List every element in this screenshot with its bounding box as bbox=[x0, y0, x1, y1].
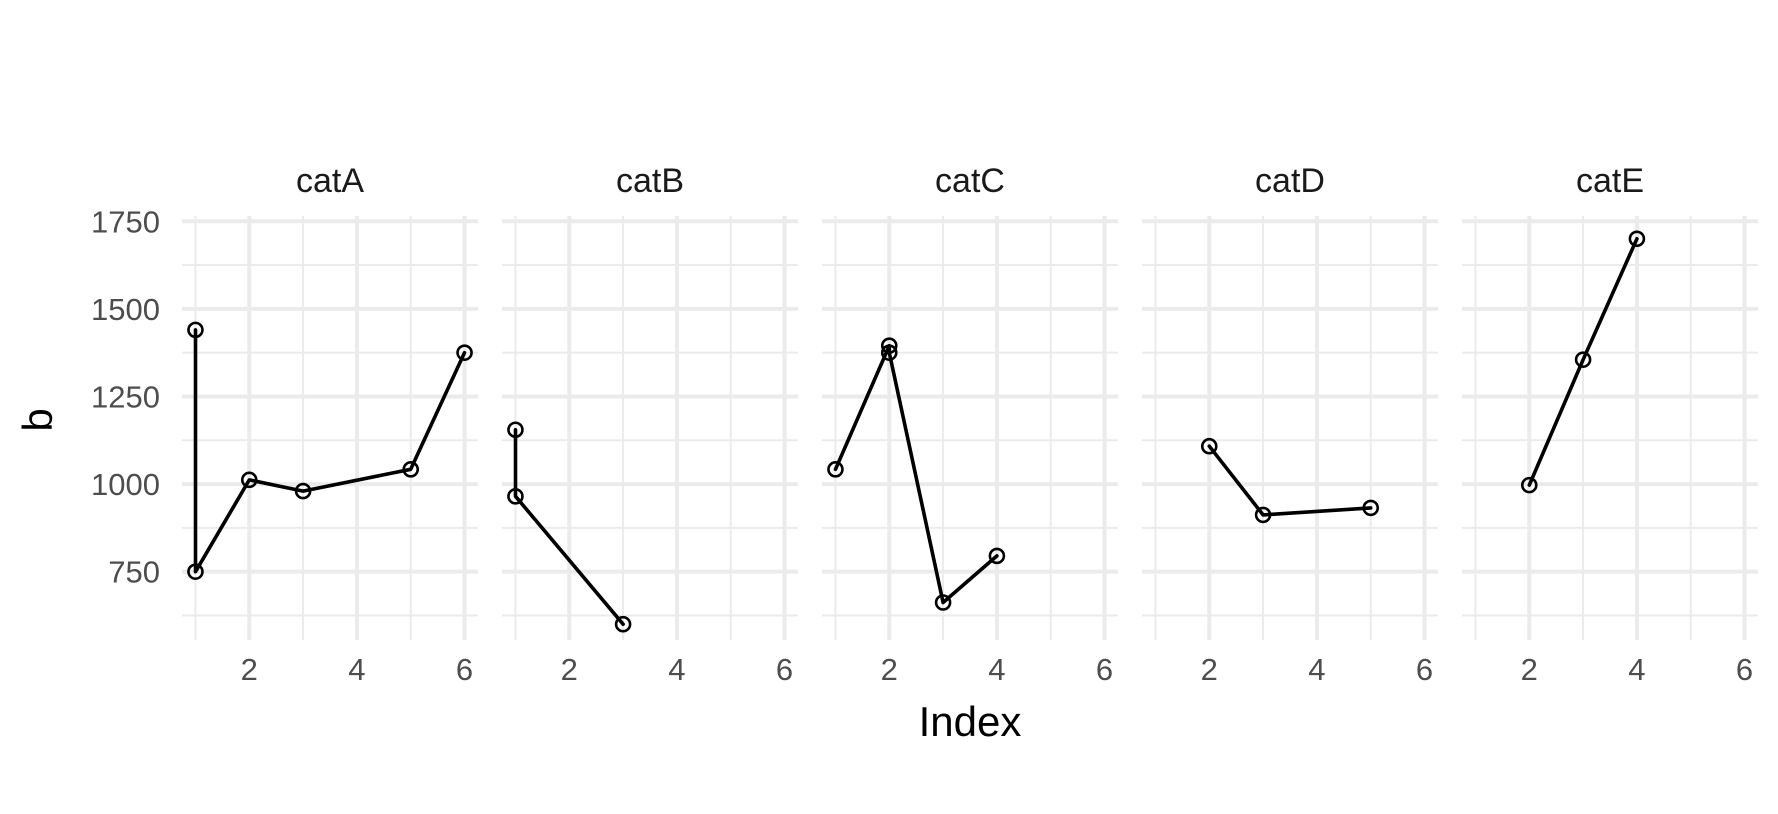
x-tick-label: 6 bbox=[456, 652, 473, 687]
series-line-catE bbox=[1527, 237, 1639, 487]
x-tick-label: 2 bbox=[241, 652, 258, 687]
facet-label-catB: catB bbox=[616, 162, 684, 200]
x-tick-label: 2 bbox=[561, 652, 578, 687]
facet-label-catE: catE bbox=[1576, 162, 1644, 200]
data-point bbox=[187, 321, 204, 339]
facet-panel-catE: catE 2 4 6 bbox=[1462, 162, 1758, 687]
y-tick-label: 1000 bbox=[91, 467, 160, 502]
facet-layer: catA 2 4 6 catB 2 4 6 catC 2 4 6 catD 2 4 6 catE 2 4 6 bbox=[182, 162, 1758, 687]
facet-label-catD: catD bbox=[1255, 162, 1325, 200]
x-tick-label: 2 bbox=[1201, 652, 1218, 687]
data-point bbox=[507, 421, 524, 439]
data-point bbox=[507, 488, 524, 505]
x-tick-label: 4 bbox=[1308, 652, 1325, 687]
x-tick-label: 6 bbox=[1736, 652, 1753, 687]
data-point bbox=[1628, 230, 1646, 248]
x-tick-label: 4 bbox=[1628, 652, 1645, 687]
data-point bbox=[456, 344, 473, 361]
data-point bbox=[1574, 351, 1592, 368]
x-tick-label: 2 bbox=[1521, 652, 1538, 687]
data-point bbox=[240, 471, 258, 489]
y-axis: 750 1000 1250 1500 1750 bbox=[91, 204, 160, 589]
facet-panel-catD: catD 2 4 6 bbox=[1142, 162, 1438, 687]
data-point bbox=[1200, 437, 1218, 455]
x-tick-label: 2 bbox=[881, 652, 898, 687]
x-tick-label: 6 bbox=[776, 652, 793, 687]
data-point bbox=[187, 563, 204, 580]
data-point bbox=[880, 337, 898, 354]
x-tick-label: 6 bbox=[1416, 652, 1433, 687]
x-axis-title: Index bbox=[919, 698, 1022, 745]
data-point bbox=[294, 482, 312, 500]
series-line-catC bbox=[833, 343, 999, 605]
data-point bbox=[614, 615, 632, 633]
facet-label-catA: catA bbox=[296, 162, 364, 200]
x-tick-label: 4 bbox=[668, 652, 685, 687]
facet-panel-catC: catC 2 4 6 bbox=[822, 162, 1118, 687]
y-tick-label: 1500 bbox=[91, 292, 160, 327]
x-tick-label: 4 bbox=[988, 652, 1005, 687]
data-point bbox=[1254, 506, 1272, 524]
x-tick-label: 4 bbox=[348, 652, 365, 687]
data-point bbox=[1362, 499, 1380, 517]
data-point bbox=[402, 461, 420, 478]
x-tick-label: 6 bbox=[1096, 652, 1113, 687]
series-line-catB bbox=[513, 428, 625, 626]
facet-panel-catB: catB 2 4 6 bbox=[502, 162, 798, 687]
y-tick-label: 1250 bbox=[91, 379, 160, 414]
y-tick-label: 1750 bbox=[91, 204, 160, 239]
y-axis-title: b bbox=[14, 408, 61, 431]
data-point bbox=[827, 461, 844, 478]
series-line-catD bbox=[1207, 444, 1373, 517]
y-tick-label: 750 bbox=[108, 555, 160, 590]
data-point bbox=[988, 547, 1006, 565]
data-point bbox=[1520, 476, 1538, 494]
data-point bbox=[934, 594, 952, 611]
data-point bbox=[880, 344, 898, 361]
facet-label-catC: catC bbox=[935, 162, 1005, 200]
facet-panel-catA: catA 2 4 6 bbox=[182, 162, 478, 687]
series-line-catA bbox=[193, 328, 467, 574]
